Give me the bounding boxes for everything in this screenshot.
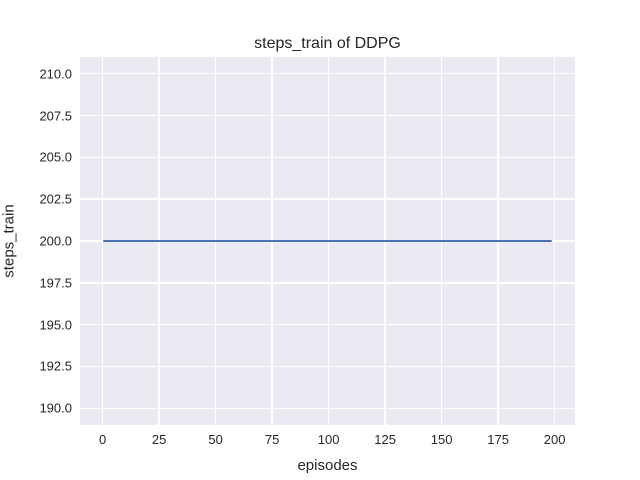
y-axis-label: steps_train [0, 204, 18, 278]
horizontal-gridline [80, 72, 575, 75]
x-tick-label: 75 [264, 432, 280, 447]
y-tick-label: 202.5 [39, 191, 72, 207]
y-tick-label: 205.0 [39, 149, 72, 165]
horizontal-gridline [80, 365, 575, 368]
x-axis-tick-labels: 0 25 50 75 100 125 150 175 200 [80, 432, 575, 448]
horizontal-gridline [80, 323, 575, 326]
y-tick-label: 192.5 [39, 358, 72, 374]
horizontal-gridline [80, 114, 575, 117]
y-axis-tick-labels: 190.0 192.5 195.0 197.5 200.0 202.5 205.0 207.5… [0, 57, 72, 425]
vertical-gridline [553, 57, 556, 425]
horizontal-gridline [80, 282, 575, 284]
y-tick-label: 200.0 [39, 233, 72, 249]
horizontal-gridline [80, 407, 575, 410]
x-tick-label: 200 [543, 432, 566, 447]
y-tick-label: 210.0 [39, 66, 72, 82]
y-tick-label: 195.0 [39, 317, 72, 333]
x-tick-label: 100 [317, 432, 340, 447]
x-tick-label: 125 [374, 432, 396, 447]
x-tick-label: 150 [430, 432, 453, 447]
y-tick-label: 197.5 [39, 275, 72, 291]
series-line-steps_train [102, 240, 553, 242]
chart-title: steps_train of DDPG [254, 35, 401, 52]
x-axis-label: episodes [297, 457, 358, 474]
x-tick-label: 50 [208, 432, 223, 447]
y-tick-label: 190.0 [39, 400, 72, 416]
x-tick-label: 0 [98, 432, 107, 447]
x-tick-label: 175 [487, 432, 509, 447]
x-tick-label: 25 [151, 432, 167, 447]
horizontal-gridline [80, 198, 575, 200]
y-tick-label: 207.5 [39, 108, 72, 124]
plot-area [80, 57, 575, 425]
horizontal-gridline [80, 156, 575, 159]
